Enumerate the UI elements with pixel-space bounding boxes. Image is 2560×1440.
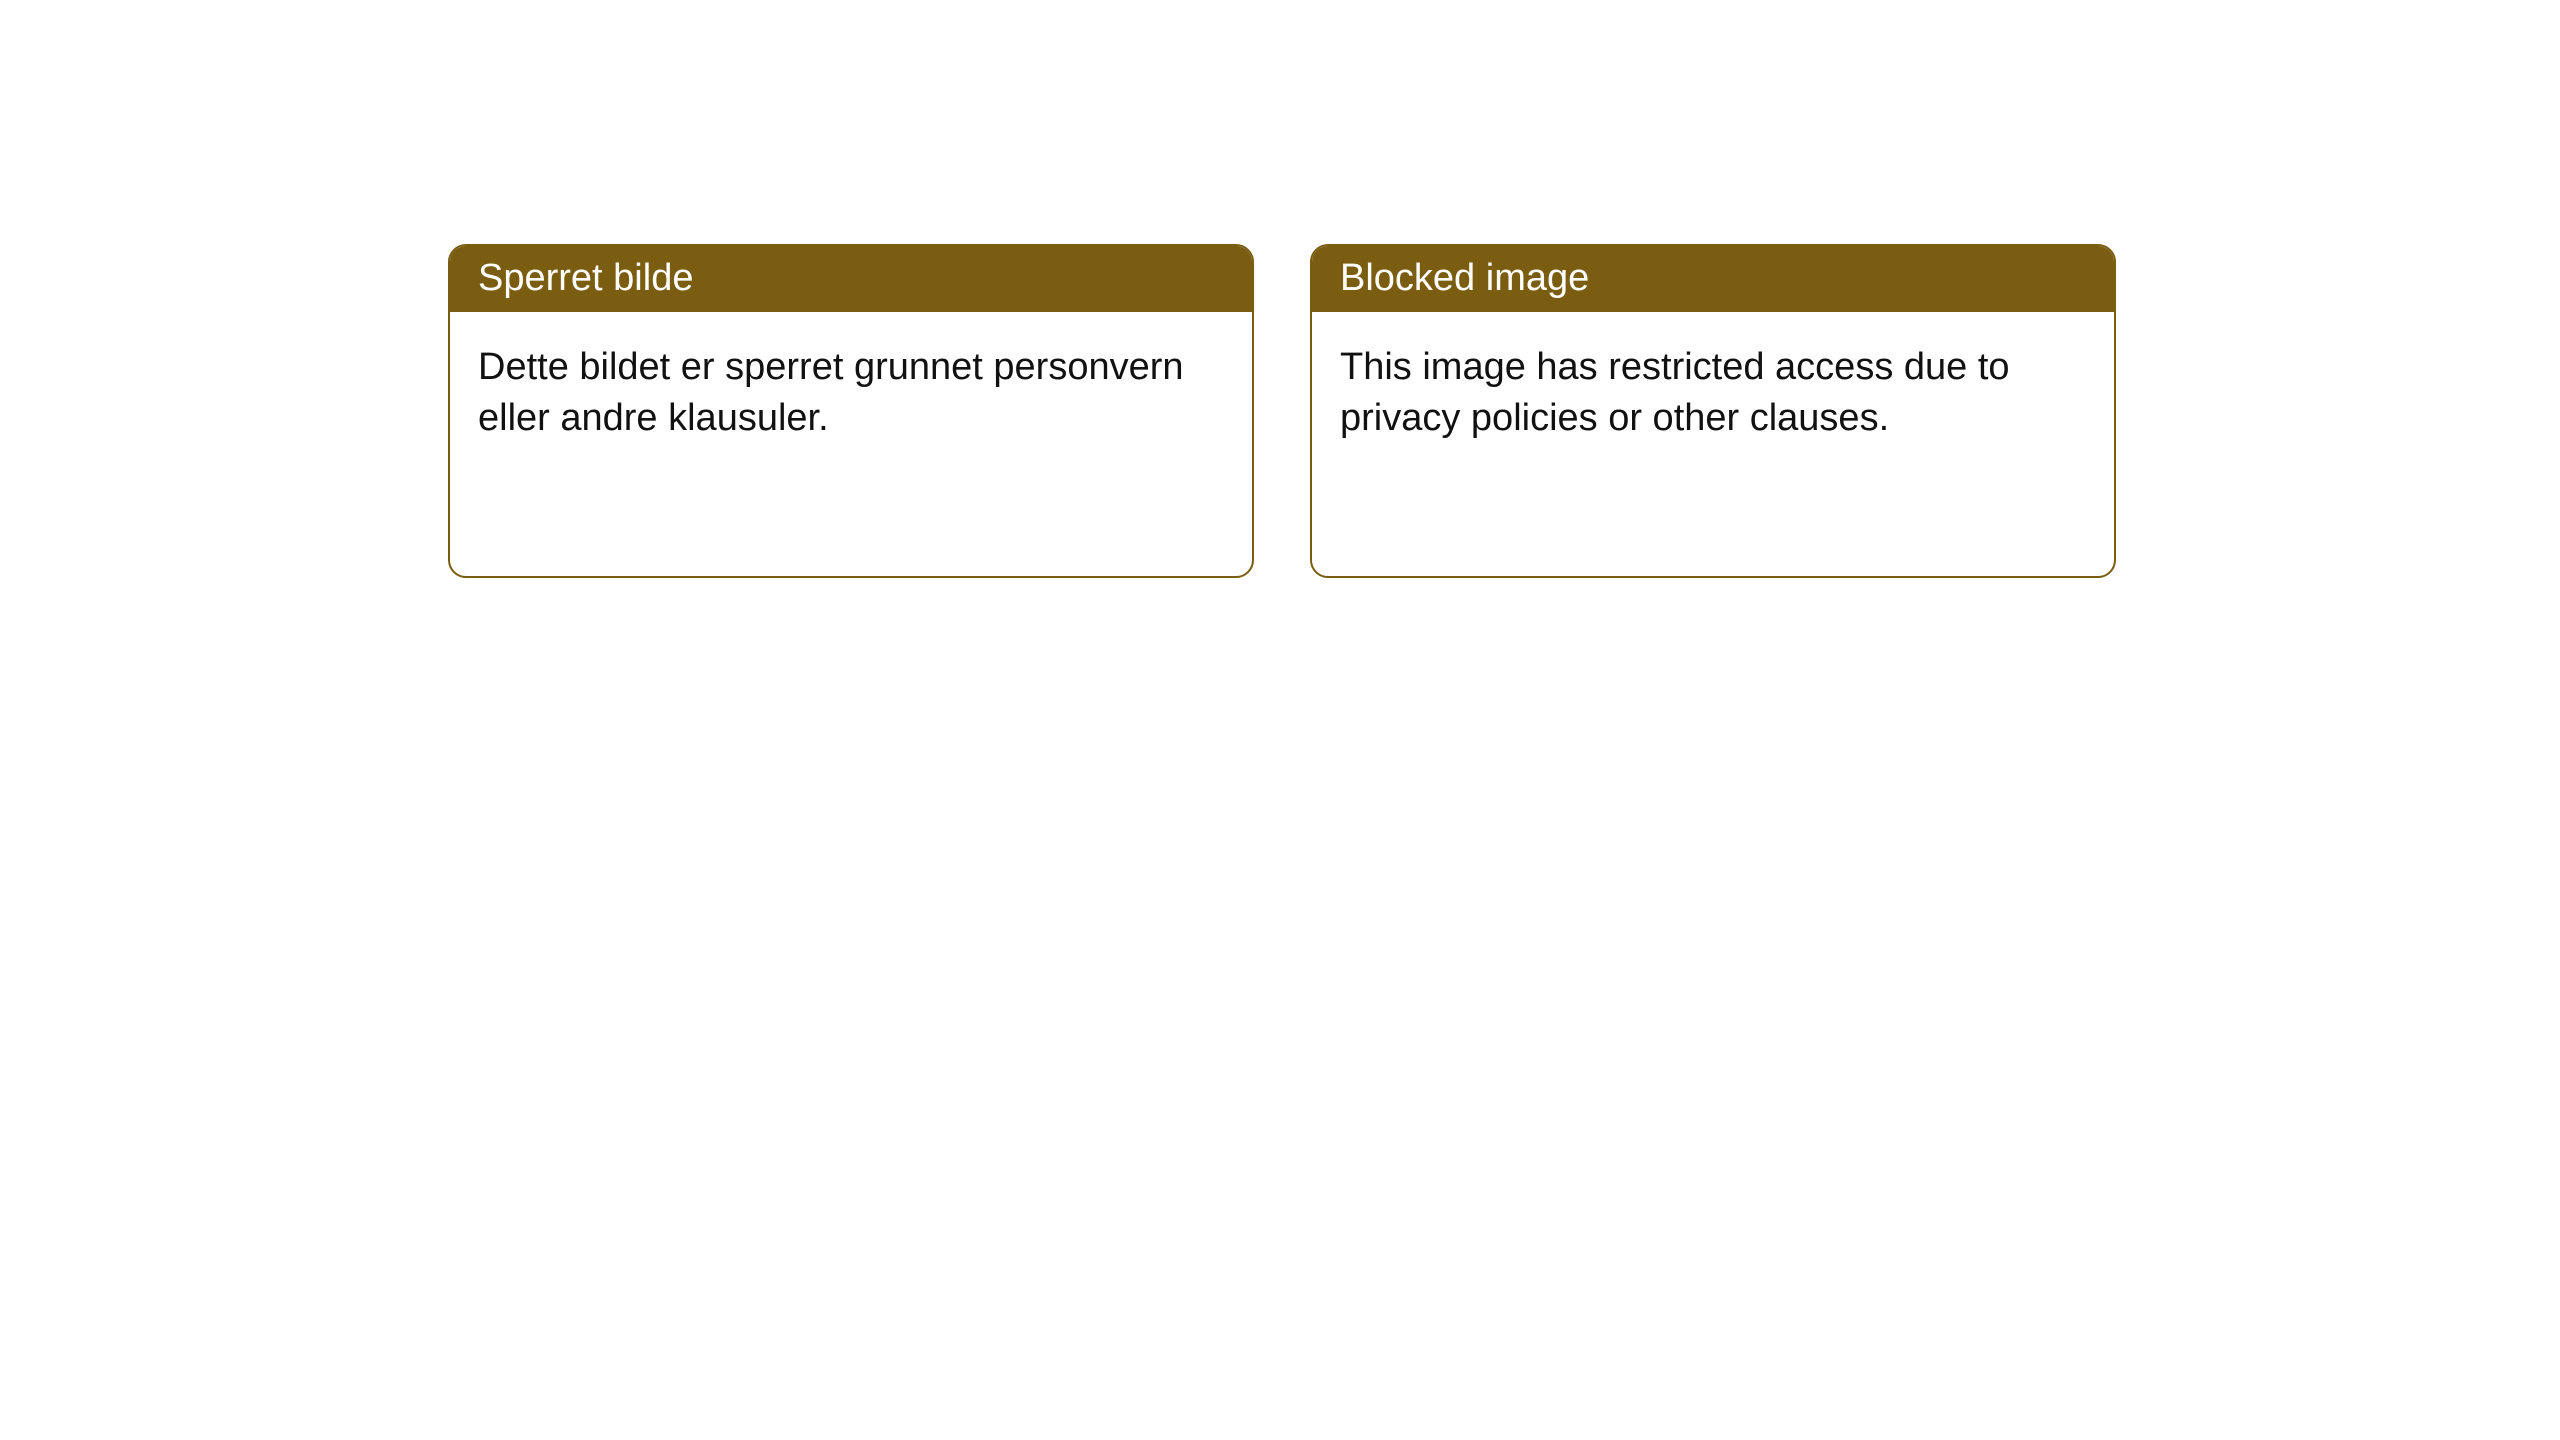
card-header: Sperret bilde (450, 246, 1252, 312)
card-body-text: Dette bildet er sperret grunnet personve… (478, 346, 1184, 439)
notice-container: Sperret bilde Dette bildet er sperret gr… (0, 0, 2560, 578)
card-header: Blocked image (1312, 246, 2114, 312)
notice-card-norwegian: Sperret bilde Dette bildet er sperret gr… (448, 244, 1254, 578)
card-body-text: This image has restricted access due to … (1340, 346, 2010, 439)
card-body: This image has restricted access due to … (1312, 312, 2114, 475)
notice-card-english: Blocked image This image has restricted … (1310, 244, 2116, 578)
card-title: Sperret bilde (478, 257, 693, 299)
card-body: Dette bildet er sperret grunnet personve… (450, 312, 1252, 475)
card-title: Blocked image (1340, 257, 1589, 299)
